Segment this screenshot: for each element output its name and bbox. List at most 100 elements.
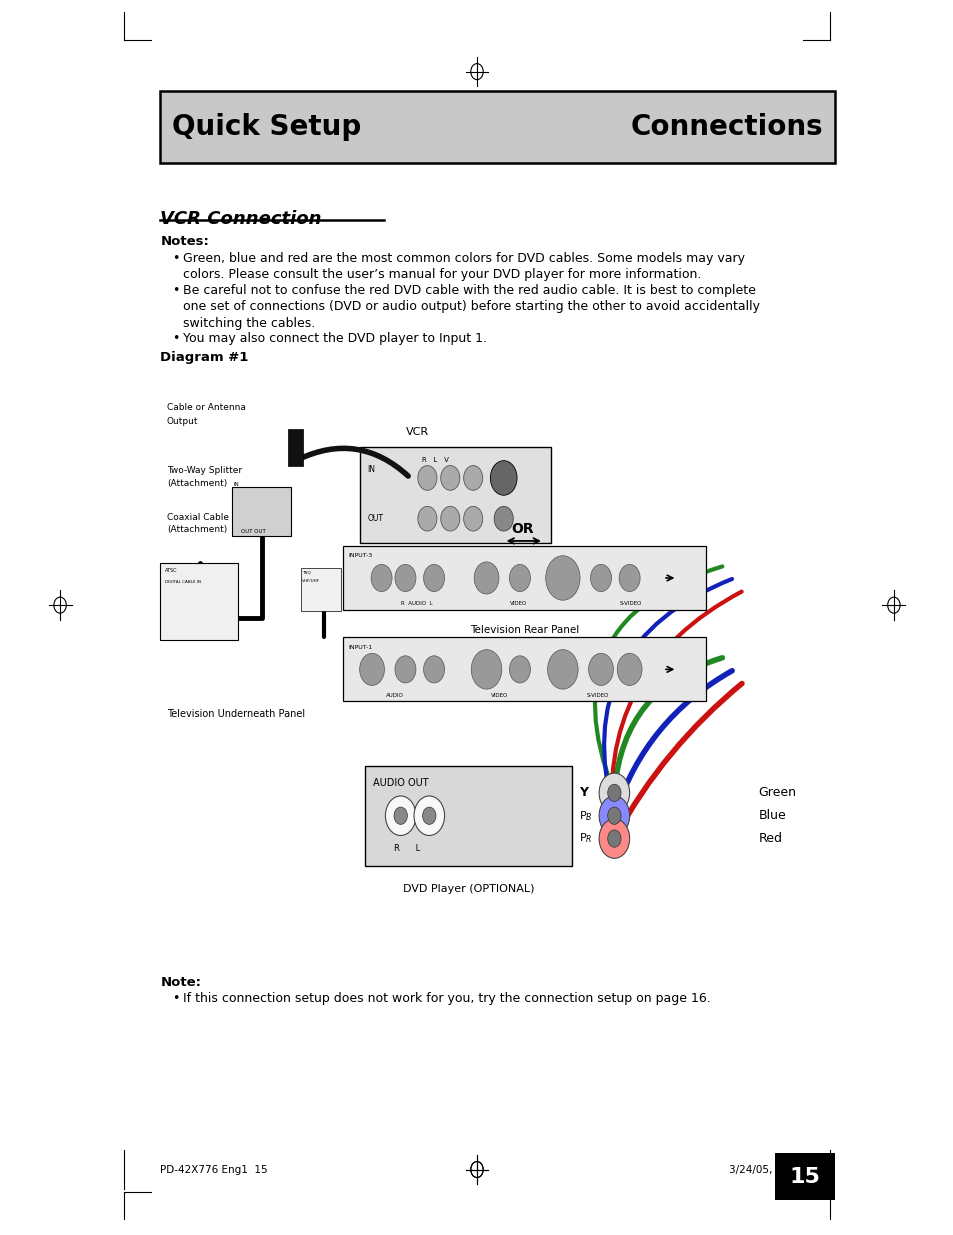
Text: Output: Output: [167, 417, 198, 426]
Circle shape: [490, 461, 517, 495]
Circle shape: [463, 466, 482, 490]
Text: •: •: [172, 252, 179, 266]
Text: •: •: [172, 332, 179, 346]
Bar: [359, 447, 551, 543]
Circle shape: [618, 564, 639, 592]
Text: Green, blue and red are the most common colors for DVD cables. Some models may v: Green, blue and red are the most common …: [183, 252, 744, 266]
Bar: [288, 429, 303, 466]
Text: Television Rear Panel: Television Rear Panel: [470, 625, 578, 635]
Text: AUDIO: AUDIO: [386, 693, 404, 698]
Text: (Attachment): (Attachment): [167, 479, 227, 488]
Circle shape: [359, 653, 384, 685]
Circle shape: [385, 797, 416, 835]
Circle shape: [417, 506, 436, 531]
Circle shape: [463, 506, 482, 531]
Circle shape: [394, 808, 407, 825]
Circle shape: [440, 506, 459, 531]
Bar: [365, 766, 572, 866]
Circle shape: [607, 808, 620, 825]
Text: 15: 15: [788, 1167, 820, 1187]
Circle shape: [598, 819, 629, 858]
Text: •: •: [172, 284, 179, 298]
Bar: [343, 546, 705, 610]
Circle shape: [598, 773, 629, 813]
Text: IN: IN: [367, 464, 375, 474]
Circle shape: [471, 650, 501, 689]
Text: INPUT-1: INPUT-1: [348, 645, 372, 650]
Text: Blue: Blue: [758, 809, 785, 823]
Circle shape: [509, 656, 530, 683]
Text: R  AUDIO  L: R AUDIO L: [400, 601, 432, 606]
Circle shape: [395, 564, 416, 592]
Circle shape: [440, 466, 459, 490]
Text: R      L: R L: [394, 845, 420, 853]
Text: R   L   V: R L V: [421, 457, 448, 463]
Text: You may also connect the DVD player to Input 1.: You may also connect the DVD player to I…: [183, 332, 487, 346]
Circle shape: [423, 564, 444, 592]
Text: PD-42X776 Eng1  15: PD-42X776 Eng1 15: [160, 1165, 268, 1174]
Circle shape: [590, 564, 611, 592]
Text: Note:: Note:: [160, 976, 201, 989]
Circle shape: [422, 808, 436, 825]
Text: Green: Green: [758, 787, 796, 799]
Circle shape: [598, 797, 629, 835]
Text: P$_B$: P$_B$: [578, 809, 592, 823]
Circle shape: [423, 656, 444, 683]
Text: DVD Player (OPTIONAL): DVD Player (OPTIONAL): [403, 884, 534, 894]
Text: If this connection setup does not work for you, try the connection setup on page: If this connection setup does not work f…: [183, 992, 710, 1005]
Circle shape: [607, 830, 620, 847]
Circle shape: [588, 653, 613, 685]
Text: VCR Connection: VCR Connection: [160, 210, 321, 228]
Text: Television Underneath Panel: Television Underneath Panel: [167, 709, 305, 719]
Text: •: •: [172, 992, 179, 1005]
Circle shape: [509, 564, 530, 592]
Text: VCR: VCR: [405, 427, 429, 437]
Circle shape: [547, 650, 578, 689]
Text: one set of connections (DVD or audio output) before starting the other to avoid : one set of connections (DVD or audio out…: [183, 300, 760, 314]
Text: ATSC: ATSC: [165, 568, 177, 573]
Bar: [232, 487, 291, 536]
Text: Be careful not to confuse the red DVD cable with the red audio cable. It is best: Be careful not to confuse the red DVD ca…: [183, 284, 755, 298]
Text: S-VIDEO: S-VIDEO: [586, 693, 608, 698]
Text: TNQ: TNQ: [302, 571, 311, 574]
Text: OUT: OUT: [367, 514, 383, 524]
Circle shape: [494, 506, 513, 531]
Text: 3/24/05, 9:35:04 AM: 3/24/05, 9:35:04 AM: [728, 1165, 834, 1174]
Bar: [160, 91, 834, 163]
Circle shape: [545, 556, 579, 600]
Text: Coaxial Cable: Coaxial Cable: [167, 514, 229, 522]
Text: Diagram #1: Diagram #1: [160, 351, 249, 364]
Text: Y: Y: [578, 787, 587, 799]
Text: VHF/UHF: VHF/UHF: [302, 579, 320, 583]
Text: Quick Setup: Quick Setup: [172, 114, 360, 141]
Circle shape: [395, 656, 416, 683]
Text: INPUT-3: INPUT-3: [348, 553, 372, 558]
Bar: [774, 1153, 834, 1200]
Text: (Attachment): (Attachment): [167, 525, 227, 534]
Text: VIDEO: VIDEO: [510, 601, 527, 606]
Text: OR: OR: [511, 521, 534, 536]
Text: Two-Way Splitter: Two-Way Splitter: [167, 467, 242, 475]
Bar: [343, 637, 705, 701]
Bar: [160, 563, 238, 640]
Text: Connections: Connections: [630, 114, 822, 141]
Text: VIDEO: VIDEO: [491, 693, 508, 698]
Bar: [300, 568, 340, 611]
Text: switching the cables.: switching the cables.: [183, 317, 315, 330]
Text: P$_R$: P$_R$: [578, 831, 592, 846]
Circle shape: [607, 784, 620, 802]
Circle shape: [417, 466, 436, 490]
Circle shape: [371, 564, 392, 592]
Circle shape: [617, 653, 641, 685]
Circle shape: [474, 562, 498, 594]
Text: colors. Please consult the user’s manual for your DVD player for more informatio: colors. Please consult the user’s manual…: [183, 268, 700, 282]
Text: S-VIDEO: S-VIDEO: [619, 601, 641, 606]
Text: Red: Red: [758, 832, 781, 845]
Text: DIGITAL CABLE IN: DIGITAL CABLE IN: [165, 580, 201, 584]
Text: Cable or Antenna: Cable or Antenna: [167, 404, 246, 412]
Text: OUT OUT: OUT OUT: [241, 529, 266, 534]
Text: IN: IN: [233, 482, 239, 487]
Circle shape: [414, 797, 444, 835]
Text: Notes:: Notes:: [160, 235, 209, 248]
Text: AUDIO OUT: AUDIO OUT: [373, 778, 428, 788]
